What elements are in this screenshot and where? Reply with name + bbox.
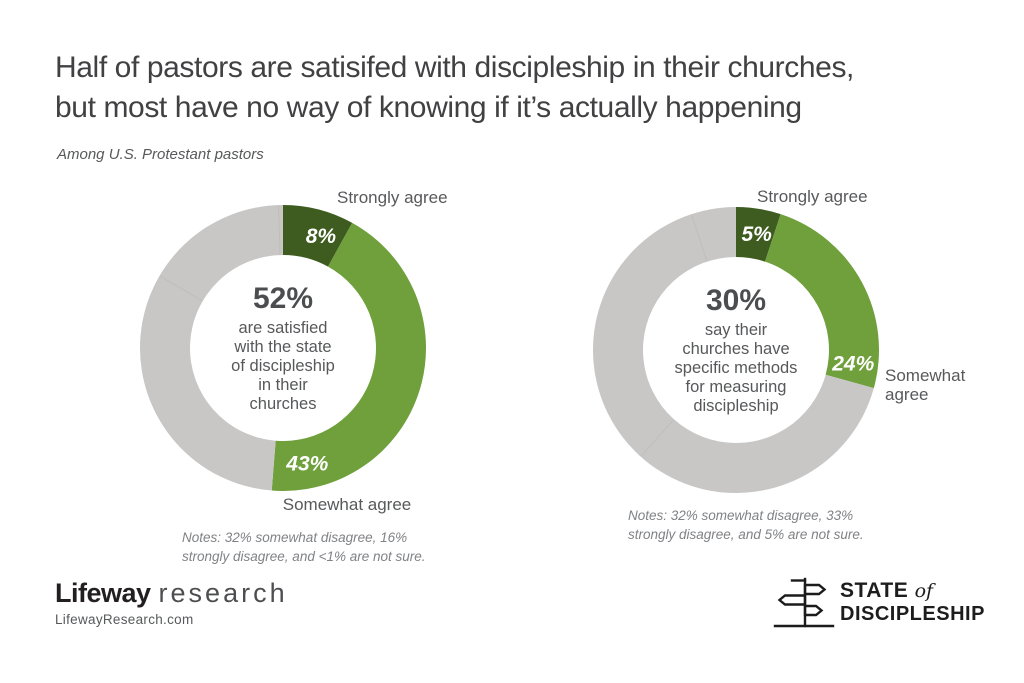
donut-chart-satisfaction-svg: 8% 43% (140, 205, 426, 491)
lifeway-wordmark-bold: Lifeway (55, 578, 151, 608)
sod-logo-line1: STATE of (840, 579, 985, 603)
donut-segment (271, 222, 426, 491)
donut-chart-measuring: 5% 24% 30% say their churches have specif… (593, 207, 879, 493)
page-title: Half of pastors are satisifed with disci… (55, 51, 854, 124)
segment-divider-line (640, 419, 674, 457)
website-url: LifewayResearch.com (55, 612, 194, 627)
donut-segment (765, 214, 879, 389)
label-strongly-agree-right: Strongly agree (757, 187, 868, 206)
segment-divider-line (277, 205, 281, 255)
subtitle: Among U.S. Protestant pastors (57, 146, 264, 163)
chart-notes-right: Notes: 32% somewhat disagree, 33% strong… (628, 508, 864, 542)
donut-segment (283, 205, 353, 267)
segment-divider-line (691, 214, 708, 261)
donut-chart-satisfaction: 8% 43% 52% are satisfied with the state o… (140, 205, 426, 491)
sod-discipleship-text: DISCIPLESHIP (840, 603, 985, 625)
segment-pct-label: 43% (285, 452, 328, 475)
sod-of-text: of (914, 580, 934, 602)
donut-segment (140, 205, 283, 491)
segment-pct-label: 5% (741, 223, 772, 246)
segment-pct-label: 24% (831, 352, 874, 375)
segment-divider-line (159, 275, 203, 302)
sod-state-text: STATE (840, 579, 909, 602)
donut-chart-measuring-svg: 5% 24% (593, 207, 879, 493)
lifeway-wordmark-light: research (158, 578, 288, 608)
lifeway-research-logo: Lifeway research (55, 578, 288, 609)
donut-segment (593, 207, 874, 493)
label-somewhat-agree-right: Somewhat agree (885, 366, 966, 404)
label-somewhat-agree-left: Somewhat agree (282, 495, 412, 514)
label-strongly-agree-left: Strongly agree (337, 188, 448, 207)
chart-notes-left: Notes: 32% somewhat disagree, 16% strong… (182, 530, 426, 564)
segment-pct-label: 8% (306, 225, 337, 248)
donut-segment (736, 207, 781, 262)
signpost-icon (773, 577, 835, 628)
state-of-discipleship-logo: STATE of DISCIPLESHIP (840, 579, 985, 626)
